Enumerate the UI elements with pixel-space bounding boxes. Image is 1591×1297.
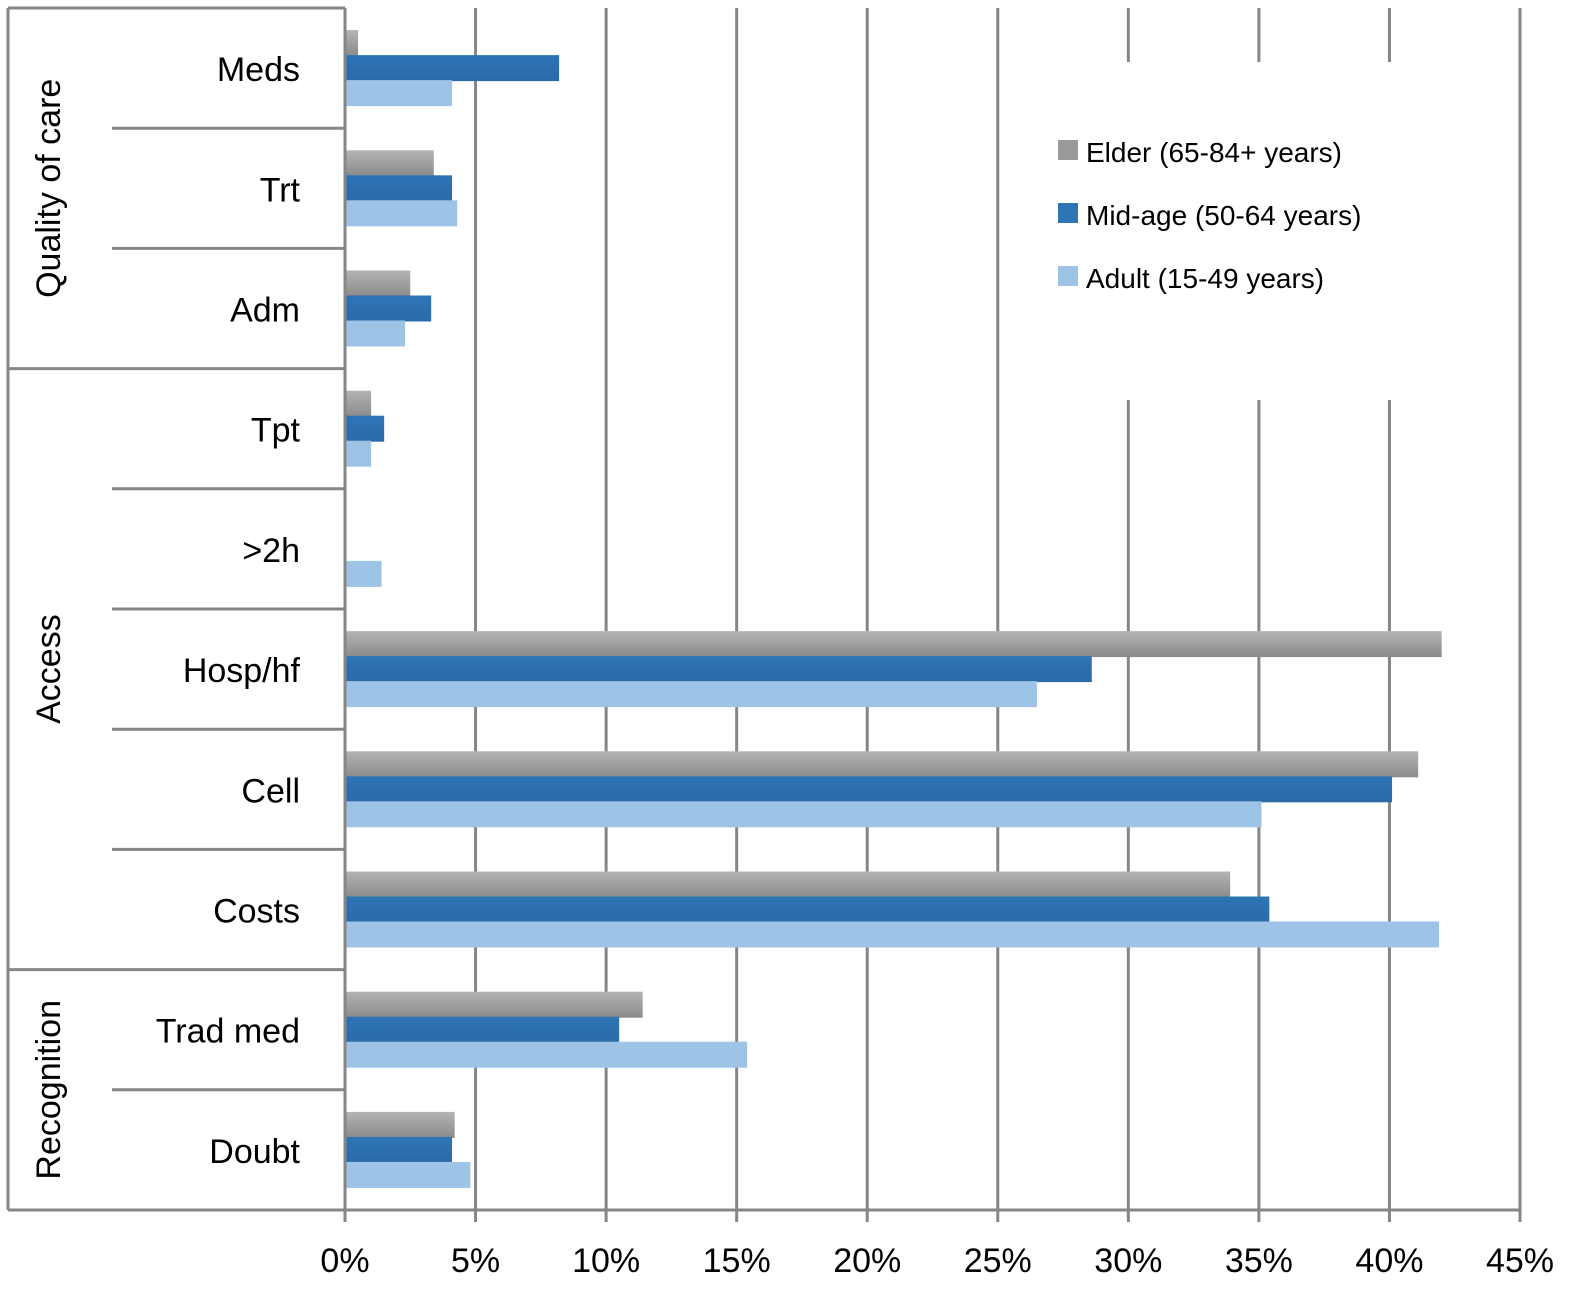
category-label: Hosp/hf [183, 652, 301, 690]
x-tick-label: 40% [1355, 1242, 1423, 1280]
category-label: Costs [213, 893, 300, 931]
category-label: Adm [230, 292, 300, 330]
bar-elder [345, 751, 1419, 778]
legend-label: Mid-age (50-64 years) [1086, 200, 1361, 231]
bar-adult [345, 320, 406, 347]
category-label: Meds [217, 51, 300, 89]
category-label: Doubt [209, 1133, 300, 1171]
bar-elder [345, 991, 643, 1018]
bar-adult [345, 560, 382, 587]
category-label: >2h [242, 532, 300, 570]
bar-adult [345, 1041, 748, 1068]
category-label: Trt [260, 171, 301, 209]
bar-mid-age [345, 175, 453, 202]
bar-adult [345, 921, 1440, 948]
x-tick-label: 5% [451, 1242, 500, 1280]
x-tick-label: 20% [833, 1242, 901, 1280]
bar-mid-age [345, 295, 432, 322]
x-tick-label: 0% [320, 1242, 369, 1280]
group-label: Access [30, 614, 68, 724]
legend-swatch [1058, 140, 1078, 160]
bar-mid-age [345, 415, 385, 442]
legend-swatch [1058, 203, 1078, 223]
bar-adult [345, 200, 458, 227]
bar-mid-age [345, 776, 1393, 803]
category-label: Trad med [156, 1013, 300, 1051]
category-label: Tpt [251, 412, 301, 450]
x-tick-label: 15% [703, 1242, 771, 1280]
bar-adult [345, 80, 453, 107]
group-label: Quality of care [30, 79, 68, 298]
x-tick-label: 25% [964, 1242, 1032, 1280]
x-tick-label: 35% [1225, 1242, 1293, 1280]
legend-label: Adult (15-49 years) [1086, 263, 1324, 294]
bar-adult [345, 681, 1037, 708]
bar-adult [345, 1161, 471, 1188]
bar-adult [345, 440, 372, 467]
x-tick-label: 30% [1094, 1242, 1162, 1280]
category-label: Cell [241, 772, 300, 810]
legend-swatch [1058, 266, 1078, 286]
bar-elder [345, 631, 1442, 658]
bar-adult [345, 801, 1262, 828]
x-tick-label: 45% [1486, 1242, 1554, 1280]
bar-mid-age [345, 656, 1092, 683]
x-tick-label: 10% [572, 1242, 640, 1280]
bar-elder [345, 1111, 455, 1138]
group-label: Recognition [30, 1000, 68, 1180]
legend-label: Elder (65-84+ years) [1086, 137, 1342, 168]
bar-mid-age [345, 55, 560, 82]
bar-elder [345, 150, 434, 177]
bar-elder [345, 390, 372, 417]
bar-mid-age [345, 896, 1270, 923]
bar-elder [345, 871, 1231, 898]
bar-mid-age [345, 1016, 620, 1043]
bar-elder [345, 270, 411, 297]
bar-elder [345, 30, 359, 57]
bar-mid-age [345, 1136, 453, 1163]
